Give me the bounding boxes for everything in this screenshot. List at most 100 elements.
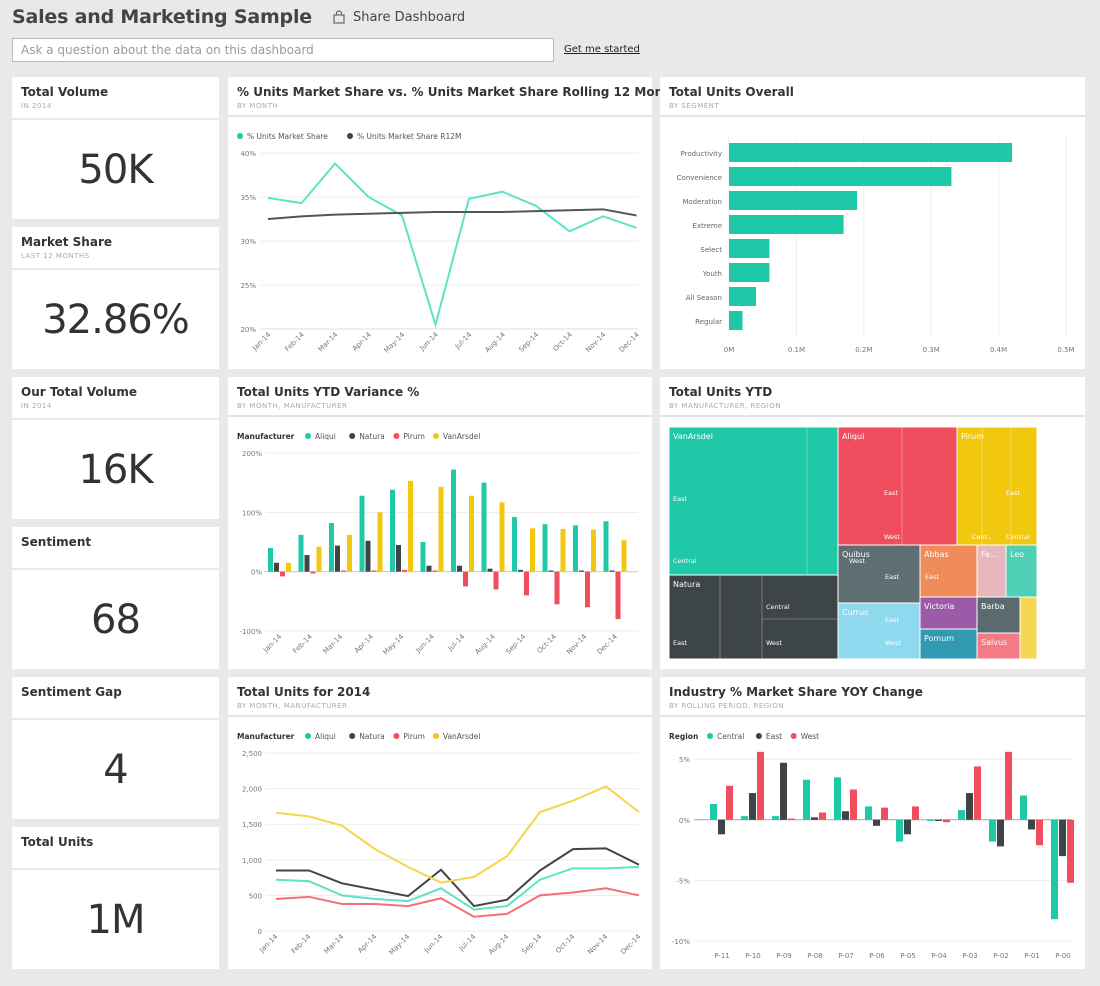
tile-subtitle: BY MONTH xyxy=(237,102,279,110)
y-tick-label: 30% xyxy=(240,238,256,246)
kpi-sentiment-gap-value: 4 xyxy=(12,720,219,819)
tile-subtitle: IN 2014 xyxy=(21,102,52,110)
variance-bar xyxy=(335,545,340,572)
treemap-label: Pirum xyxy=(961,432,984,441)
treemap-sublabel: East xyxy=(925,573,939,581)
y-tick-label: 0% xyxy=(251,569,262,577)
treemap-cell xyxy=(976,544,1007,598)
variance-bar xyxy=(286,562,291,572)
variance-bar xyxy=(499,502,505,572)
tile-subtitle: BY SEGMENT xyxy=(669,102,720,110)
series-line xyxy=(275,887,640,918)
variance-bar xyxy=(316,546,322,572)
tile-total-units-overall[interactable]: Total Units Overall BY SEGMENT 0M 0.1M 0.2… xyxy=(660,77,1085,369)
tile-subtitle: BY MONTH, MANUFACTURER xyxy=(237,702,348,710)
share-dashboard-button[interactable]: Share Dashboard xyxy=(332,10,465,25)
ytd-variance-bar-chart: Manufacturer Aliqui Natura Pirum VanArsdel -1… xyxy=(237,432,638,657)
legend-marker xyxy=(237,133,243,139)
tile-total-units[interactable]: Total Units xyxy=(12,827,219,868)
variance-bar xyxy=(469,495,474,572)
treemap-label: VanArsdel xyxy=(673,432,713,441)
tile-title: Total Units YTD xyxy=(669,385,773,399)
segment-bar xyxy=(729,167,952,186)
segment-bar xyxy=(729,263,770,282)
yoy-bar xyxy=(803,779,810,820)
yoy-bar xyxy=(819,812,826,820)
legend-marker xyxy=(349,433,356,439)
x-tick-label: Oct-14 xyxy=(536,632,559,655)
share-dashboard-label: Share Dashboard xyxy=(352,9,466,25)
treemap-sublabel: East xyxy=(673,639,687,647)
variance-bar xyxy=(487,568,493,572)
variance-bar xyxy=(304,555,310,572)
tile-market-share-line-chart[interactable]: % Units Market Share vs. % Units Market … xyxy=(228,77,685,369)
tile-title: Total Units YTD Variance % xyxy=(237,385,420,399)
units-by-segment-bar-chart: 0M 0.1M 0.2M 0.3M 0.4M 0.5M Productivity Conven… xyxy=(677,137,1075,354)
variance-bar xyxy=(481,482,487,572)
x-tick-label: Feb-14 xyxy=(283,330,306,353)
x-tick-label: Sep-14 xyxy=(517,330,540,353)
x-tick-label: Sep-14 xyxy=(520,932,543,955)
yoy-bar xyxy=(780,762,787,820)
legend-label: VanArsdel xyxy=(443,432,480,441)
tile-sentiment-gap[interactable]: Sentiment Gap xyxy=(12,677,219,718)
tile-industry-yoy[interactable]: Industry % Market Share YOY Change BY RO… xyxy=(660,677,1085,969)
variance-bar xyxy=(329,523,334,572)
kpi-our-total-volume-value: 16K xyxy=(12,420,219,519)
yoy-bar xyxy=(749,793,756,820)
variance-bar xyxy=(560,528,566,572)
x-tick-label: Jul-14 xyxy=(453,330,474,351)
treemap-label: Aliqui xyxy=(842,432,864,441)
x-tick-label: Nov-14 xyxy=(565,632,589,656)
tile-sentiment[interactable]: Sentiment xyxy=(12,527,219,568)
tile-ytd-variance[interactable]: Total Units YTD Variance % BY MONTH, MAN… xyxy=(228,377,652,669)
x-tick-label: 0.1M xyxy=(788,346,805,354)
category-label: Regular xyxy=(695,318,722,326)
tile-total-units-ytd[interactable]: Total Units YTD BY MANUFACTURER, REGION … xyxy=(660,377,1085,669)
series-line xyxy=(267,162,637,329)
qa-input[interactable] xyxy=(12,38,554,62)
category-label: All Season xyxy=(686,294,722,302)
tile-total-volume[interactable]: Total Volume IN 2014 xyxy=(12,77,219,118)
legend-marker xyxy=(432,433,439,439)
kpi-total-units-value: 1M xyxy=(12,870,219,969)
get-me-started-link[interactable]: Get me started xyxy=(564,44,640,55)
variance-bar xyxy=(274,562,279,572)
treemap-label: Pomum xyxy=(924,634,954,643)
y-tick-label: 5% xyxy=(679,756,690,764)
category-label: Moderation xyxy=(682,198,722,206)
variance-bar xyxy=(542,524,548,572)
yoy-bar xyxy=(1059,819,1066,857)
treemap-label: Fa... xyxy=(981,550,997,559)
treemap-sublabel: East xyxy=(1006,489,1020,497)
legend-label: West xyxy=(801,732,819,741)
y-tick-label: -100% xyxy=(239,628,262,636)
legend-label: Pirum xyxy=(403,432,425,441)
y-tick-label: 500 xyxy=(249,892,262,900)
variance-bar xyxy=(554,571,560,605)
segment-bar xyxy=(729,215,844,234)
y-tick-label: 0% xyxy=(679,817,690,825)
tile-subtitle: BY MONTH, MANUFACTURER xyxy=(237,402,348,410)
treemap-sublabel: East xyxy=(673,495,687,503)
category-label: Extreme xyxy=(693,222,722,230)
yoy-bar xyxy=(989,819,996,842)
variance-bar xyxy=(548,570,554,572)
tile-header xyxy=(660,677,1085,717)
tile-title: Total Units for 2014 xyxy=(237,685,371,699)
share-icon xyxy=(333,10,345,24)
treemap-sublabel: Central xyxy=(1006,533,1030,541)
x-tick-label: P-02 xyxy=(993,952,1009,960)
tile-total-units-2014[interactable]: Total Units for 2014 BY MONTH, MANUFACTU… xyxy=(228,677,652,969)
x-tick-label: Jan-14 xyxy=(261,632,283,654)
legend-marker xyxy=(707,733,713,739)
tile-our-total-volume[interactable]: Our Total Volume IN 2014 xyxy=(12,377,219,418)
units-2014-line-chart: Manufacturer Aliqui Natura Pirum VanArsdel 0 5… xyxy=(237,732,643,957)
variance-bar xyxy=(493,571,499,590)
y-tick-label: 35% xyxy=(240,194,256,202)
tile-market-share[interactable]: Market Share LAST 12 MONTHS xyxy=(12,227,219,268)
variance-bar xyxy=(451,469,456,572)
treemap-cell xyxy=(837,544,921,604)
treemap-sublabel: Central xyxy=(766,603,790,611)
variance-bar xyxy=(365,540,371,572)
